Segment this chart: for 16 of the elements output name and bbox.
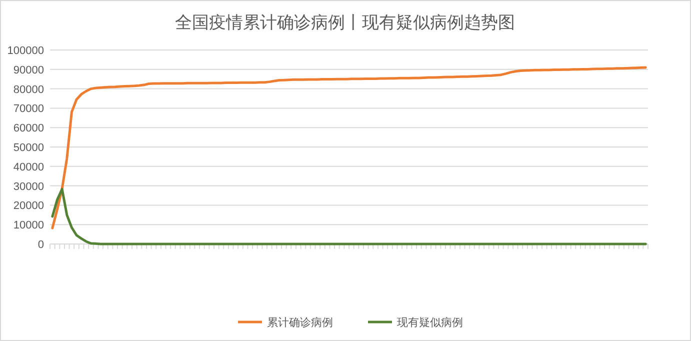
line-series [51, 188, 647, 246]
y-tick-label: 30000 [13, 180, 44, 193]
y-tick-label: 80000 [13, 84, 44, 96]
y-tick-label: 60000 [13, 122, 44, 135]
y-tick-label: 40000 [13, 161, 44, 174]
y-tick-label: 50000 [13, 142, 44, 154]
legend-label: 累计确诊病例 [267, 316, 333, 329]
y-tick-label: 70000 [13, 103, 44, 116]
legend-label: 现有疑似病例 [397, 316, 463, 329]
chart-title: 全国疫情累计确诊病例丨现有疑似病例趋势图 [175, 13, 515, 32]
y-tick-label: 0 [38, 239, 44, 251]
y-tick-label: 100000 [7, 45, 44, 57]
y-tick-label: 90000 [13, 64, 44, 76]
y-tick-label: 20000 [13, 200, 44, 212]
line-series [51, 66, 647, 230]
y-tick-label: 10000 [13, 220, 44, 232]
